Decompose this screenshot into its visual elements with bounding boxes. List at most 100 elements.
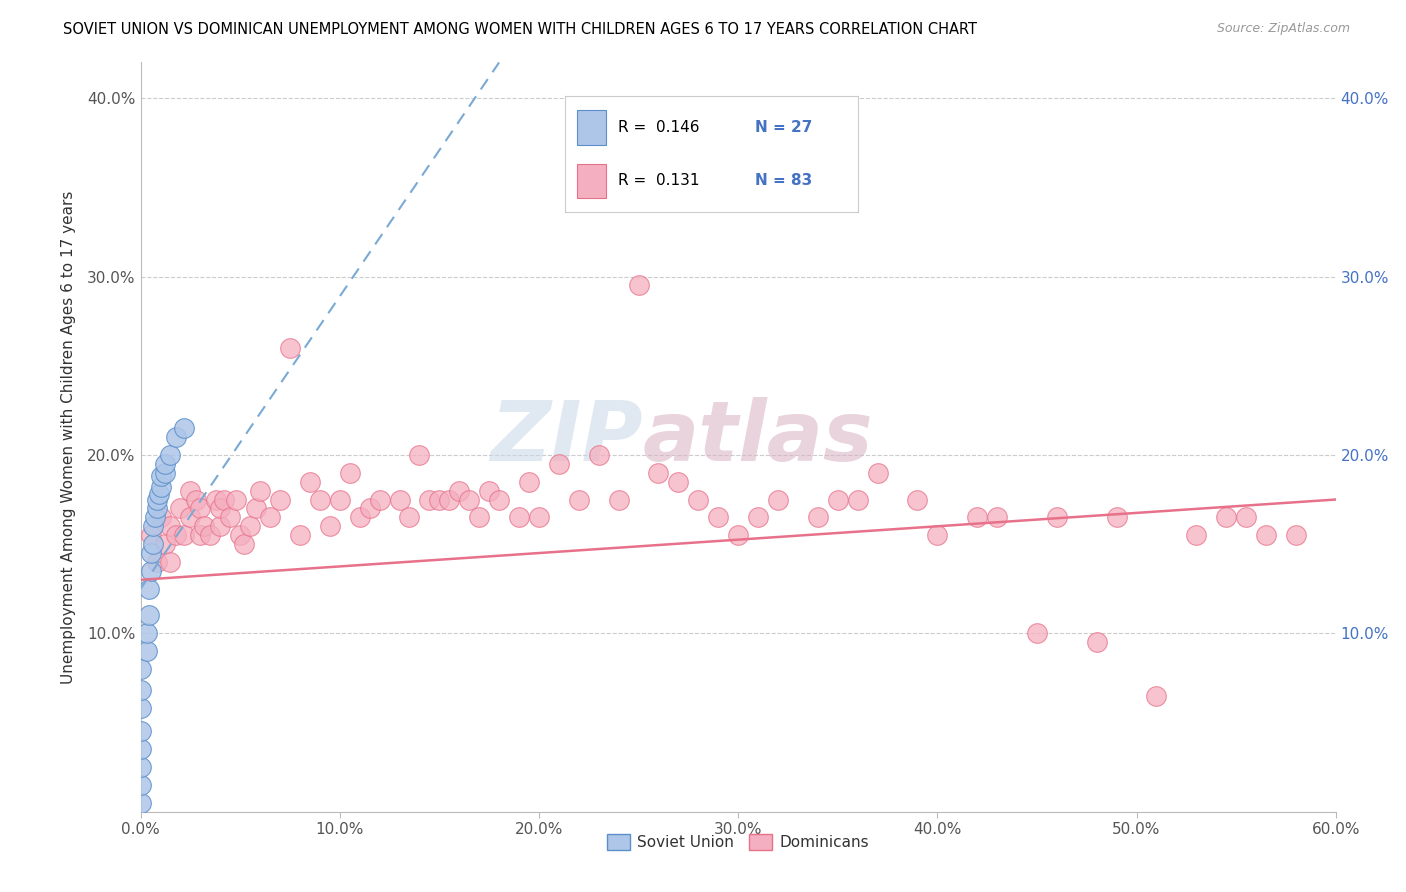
Point: [907, 492, 929, 507]
Point: [846, 492, 869, 507]
Point: [568, 492, 591, 507]
Point: [259, 510, 281, 524]
Point: [129, 701, 152, 715]
Text: Source: ZipAtlas.com: Source: ZipAtlas.com: [1216, 22, 1350, 36]
Point: [209, 519, 232, 533]
Point: [200, 528, 222, 542]
Point: [149, 510, 172, 524]
Point: [627, 278, 650, 293]
Point: [138, 608, 160, 623]
Point: [548, 457, 571, 471]
Point: [129, 796, 152, 810]
Point: [138, 582, 160, 596]
Point: [508, 510, 530, 524]
Point: [239, 519, 262, 533]
Point: [1215, 510, 1237, 524]
Point: [986, 510, 1008, 524]
Point: [339, 466, 361, 480]
Point: [179, 510, 201, 524]
Point: [688, 492, 710, 507]
Text: atlas: atlas: [643, 397, 873, 477]
Point: [1285, 528, 1308, 542]
Point: [141, 537, 163, 551]
Point: [153, 537, 176, 551]
Point: [278, 341, 301, 355]
Point: [145, 492, 167, 507]
Point: [668, 475, 690, 489]
Point: [135, 626, 157, 640]
Y-axis label: Unemployment Among Women with Children Ages 6 to 17 years: Unemployment Among Women with Children A…: [60, 190, 76, 684]
Point: [159, 448, 181, 462]
Point: [478, 483, 501, 498]
Point: [527, 510, 550, 524]
Point: [153, 457, 176, 471]
Point: [966, 510, 988, 524]
Point: [1146, 689, 1168, 703]
Point: [747, 510, 769, 524]
Point: [427, 492, 450, 507]
Point: [439, 492, 461, 507]
Point: [166, 430, 188, 444]
Point: [1185, 528, 1208, 542]
Point: [245, 501, 267, 516]
Point: [309, 492, 332, 507]
Point: [329, 492, 352, 507]
Point: [827, 492, 849, 507]
Point: [468, 510, 491, 524]
Point: [166, 528, 188, 542]
Point: [298, 475, 321, 489]
Point: [269, 492, 291, 507]
Point: [866, 466, 889, 480]
Point: [205, 492, 228, 507]
Point: [129, 778, 152, 792]
Point: [143, 510, 166, 524]
Legend: Soviet Union, Dominicans: Soviet Union, Dominicans: [600, 829, 876, 856]
Point: [588, 448, 610, 462]
Point: [148, 487, 170, 501]
Point: [1105, 510, 1128, 524]
Point: [1046, 510, 1069, 524]
Point: [159, 519, 181, 533]
Point: [288, 528, 311, 542]
Point: [186, 492, 208, 507]
Point: [141, 519, 163, 533]
Point: [707, 510, 730, 524]
Point: [488, 492, 510, 507]
Point: [225, 492, 247, 507]
Point: [1234, 510, 1257, 524]
Point: [214, 492, 236, 507]
Point: [1026, 626, 1049, 640]
Point: [359, 501, 381, 516]
Point: [193, 519, 215, 533]
Point: [188, 528, 212, 542]
Point: [607, 492, 630, 507]
Point: [398, 510, 420, 524]
Point: [173, 528, 195, 542]
Point: [149, 480, 172, 494]
Point: [766, 492, 789, 507]
Point: [139, 528, 162, 542]
Point: [159, 555, 181, 569]
Point: [129, 662, 152, 676]
Point: [1254, 528, 1277, 542]
Point: [219, 510, 242, 524]
Point: [209, 501, 232, 516]
Point: [129, 724, 152, 739]
Point: [1085, 635, 1108, 649]
Point: [927, 528, 949, 542]
Text: ZIP: ZIP: [489, 397, 643, 477]
Point: [449, 483, 471, 498]
Point: [408, 448, 430, 462]
Point: [249, 483, 271, 498]
Point: [418, 492, 440, 507]
Point: [149, 469, 172, 483]
Point: [145, 501, 167, 516]
Text: SOVIET UNION VS DOMINICAN UNEMPLOYMENT AMONG WOMEN WITH CHILDREN AGES 6 TO 17 YE: SOVIET UNION VS DOMINICAN UNEMPLOYMENT A…: [63, 22, 977, 37]
Point: [517, 475, 540, 489]
Point: [135, 644, 157, 658]
Point: [173, 421, 195, 435]
Point: [319, 519, 342, 533]
Point: [169, 501, 191, 516]
Point: [129, 742, 152, 756]
Point: [388, 492, 411, 507]
